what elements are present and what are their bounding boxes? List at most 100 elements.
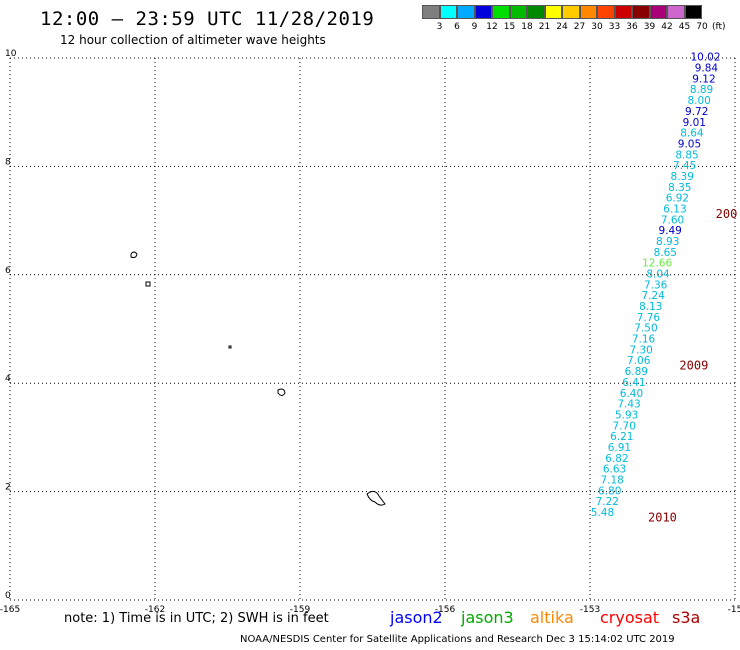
mission-label-cryosat: cryosat <box>600 608 660 627</box>
island-coastline <box>228 345 232 349</box>
mission-label-jason2: jason2 <box>390 608 443 627</box>
colorbar-swatch <box>597 5 615 19</box>
swh-value-label: 7.76 <box>637 312 661 324</box>
swh-value-label: 7.43 <box>617 399 640 411</box>
swh-value-label: 9.12 <box>692 73 715 85</box>
swh-value-label: 8.35 <box>668 182 691 194</box>
mission-label-s3a: s3a <box>672 608 701 627</box>
colorbar-label: 45 <box>678 22 691 32</box>
colorbar-swatch <box>684 5 702 19</box>
island-coastline <box>277 388 286 396</box>
colorbar-swatch <box>422 5 440 19</box>
x-tick-label: -162 <box>145 605 165 615</box>
island-coastline <box>145 281 151 287</box>
x-tick-label: -156 <box>435 605 456 615</box>
mission-label-altika: altika <box>530 608 574 627</box>
colorbar-label: 39 <box>643 22 656 32</box>
swh-value-label: 7.24 <box>642 290 666 302</box>
swh-value-label: 7.36 <box>644 279 668 291</box>
swh-value-label: 7.50 <box>634 323 657 335</box>
swh-value-label: 6.82 <box>605 453 628 465</box>
colorbar-label: 15 <box>503 22 516 32</box>
island-coastline <box>130 251 138 259</box>
swh-value-label: 12.66 <box>642 258 672 270</box>
swh-value-label: 5.48 <box>591 507 614 519</box>
swh-value-label: 8.65 <box>654 247 677 259</box>
swh-value-label: 9.01 <box>683 117 706 129</box>
colorbar-label: 24 <box>556 22 568 32</box>
swh-value-label: 6.80 <box>598 485 621 497</box>
colorbar-swatch <box>579 5 597 19</box>
swh-value-label: 6.13 <box>663 203 686 215</box>
swh-value-label: 6.89 <box>625 366 648 378</box>
colorbar-label: 21 <box>538 22 551 32</box>
y-tick-label: 6 <box>5 266 11 276</box>
swh-value-label: 6.91 <box>608 442 631 454</box>
colorbar-label: 27 <box>573 22 586 32</box>
island-coastline <box>366 490 386 506</box>
footer-note: note: 1) Time is in UTC; 2) SWH is in fe… <box>64 611 329 626</box>
colorbar-label: 12 <box>486 22 498 32</box>
colorbar-label: 9 <box>471 22 478 32</box>
colorbar-swatch <box>632 5 650 19</box>
y-tick-label: 2 <box>5 483 11 493</box>
track-time-label: 2009 <box>679 359 708 373</box>
swh-value-label: 9.72 <box>685 106 708 118</box>
track-time-label: 200 <box>716 207 738 221</box>
colorbar-label: 18 <box>521 22 533 32</box>
swh-value-label: 7.18 <box>600 474 623 486</box>
colorbar-swatch <box>649 5 667 19</box>
swh-value-label: 6.21 <box>610 431 633 443</box>
colorbar-label: 36 <box>626 22 638 32</box>
swh-value-label: 7.70 <box>613 420 636 432</box>
swh-value-label: 8.85 <box>675 149 698 161</box>
colorbar-unit: (ft) <box>712 22 726 32</box>
colorbar-label: 30 <box>591 22 603 32</box>
swh-value-label: 8.04 <box>646 269 670 281</box>
colorbar-swatch <box>474 5 492 19</box>
y-tick-label: 0 <box>5 591 11 601</box>
colorbar-swatch <box>509 5 527 19</box>
swh-value-label: 8.89 <box>690 84 713 96</box>
swh-value-label: 9.49 <box>658 225 681 237</box>
swh-value-label: 6.40 <box>620 388 643 400</box>
swh-value-label: 9.84 <box>695 63 719 75</box>
y-tick-label: 10 <box>5 49 17 59</box>
x-tick-label: -165 <box>0 605 20 615</box>
colorbar-swatch <box>439 5 457 19</box>
y-tick-label: 8 <box>5 157 11 167</box>
swh-value-label: 8.13 <box>639 301 662 313</box>
x-tick-label: -153 <box>580 605 600 615</box>
x-tick-label: -159 <box>290 605 311 615</box>
colorbar-label: 70 <box>696 22 708 32</box>
swh-value-label: 6.92 <box>666 193 689 205</box>
colorbar-swatch <box>614 5 632 19</box>
mission-label-jason3: jason3 <box>461 608 514 627</box>
swh-value-label: 6.41 <box>622 377 645 389</box>
x-tick-label: -15 <box>728 605 740 615</box>
colorbar-swatch <box>492 5 510 19</box>
swh-value-label: 8.00 <box>687 95 710 107</box>
colorbar-swatch <box>667 5 685 19</box>
track-time-label: 2010 <box>648 510 677 524</box>
y-tick-label: 4 <box>5 374 11 384</box>
colorbar-swatch <box>527 5 545 19</box>
swh-value-label: 9.05 <box>678 138 701 150</box>
colorbar-label: 3 <box>436 22 443 32</box>
chart-title: 12:00 – 23:59 UTC 11/28/2019 <box>40 8 375 30</box>
credit-line: NOAA/NESDIS Center for Satellite Applica… <box>240 634 675 645</box>
swh-value-label: 8.64 <box>680 128 704 140</box>
colorbar-label: 42 <box>661 22 673 32</box>
swh-value-label: 6.63 <box>603 464 626 476</box>
swh-value-label: 8.93 <box>656 236 679 248</box>
swh-value-label: 7.45 <box>673 160 696 172</box>
colorbar-swatch <box>544 5 562 19</box>
swh-value-label: 7.16 <box>632 334 656 346</box>
swh-value-label: 7.60 <box>661 214 684 226</box>
colorbar-label: 6 <box>454 22 460 32</box>
swh-value-label: 7.22 <box>596 496 619 508</box>
swh-value-label: 8.39 <box>671 171 694 183</box>
swh-value-label: 10.02 <box>690 52 720 64</box>
chart-subtitle: 12 hour collection of altimeter wave hei… <box>60 33 326 47</box>
swh-value-label: 5.93 <box>615 409 638 421</box>
